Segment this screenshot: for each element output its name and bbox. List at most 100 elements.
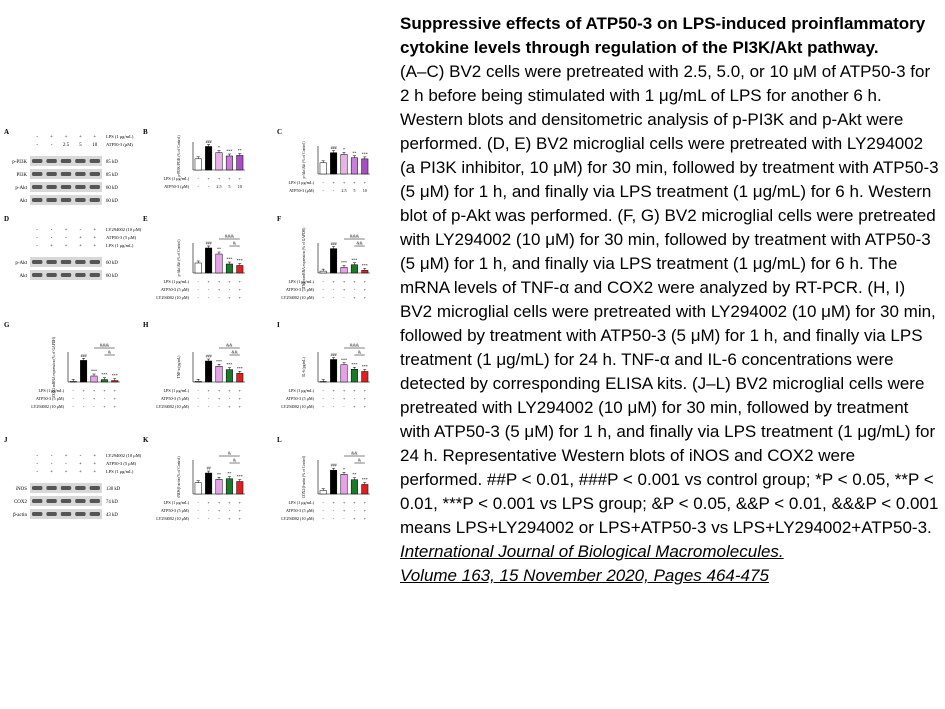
treatment-label: ATP50-3 (5 μM) — [286, 396, 315, 401]
treatment-label: LY294002 (10 μM) — [31, 404, 64, 409]
blot-sign: 5 — [79, 143, 82, 148]
treatment-sign: - — [333, 396, 335, 401]
blot-band — [89, 185, 100, 189]
bar — [194, 262, 202, 274]
treatment-label: LPS (1 μg/mL) — [288, 180, 314, 185]
chart-h: TNF-α (pg/mL) ### *** *** *** && && LPS (1 μg/m… — [156, 343, 245, 409]
blot-sign: + — [50, 244, 53, 249]
treatment-sign: + — [343, 180, 346, 185]
treatment-sign: - — [229, 287, 231, 292]
bar — [225, 155, 233, 171]
treatment-sign: - — [322, 180, 324, 185]
treatment-sign: + — [239, 396, 242, 401]
y-axis-label: IL-6 (pg/mL) — [302, 357, 306, 377]
bar — [111, 380, 119, 383]
treatment-sign: + — [332, 180, 335, 185]
bar — [80, 360, 88, 383]
blot-sign: + — [93, 244, 96, 249]
bar — [330, 248, 338, 274]
significance-label: ### — [206, 354, 212, 359]
citation-volume[interactable]: Volume 163, 15 November 2020, Pages 464-… — [400, 566, 769, 585]
significance-label: *** — [341, 357, 347, 362]
bar — [350, 479, 358, 495]
treatment-sign: - — [197, 184, 199, 189]
significance-label: ** — [227, 471, 231, 476]
bar — [225, 263, 233, 274]
treatment-sign: + — [228, 295, 231, 300]
y-axis-label: p-Akt/Akt (% of Control) — [177, 239, 181, 277]
caption-title: Suppressive effects of ATP50-3 on LPS-in… — [400, 14, 926, 57]
treatment-sign: + — [239, 279, 242, 284]
treatment-sign: - — [322, 188, 324, 193]
treatment-sign: + — [228, 176, 231, 181]
treatment-sign: - — [333, 508, 335, 513]
blot-band — [46, 172, 57, 176]
chart-f: TNF-α mRNA expression (% of GAPDH) ### ***… — [281, 227, 370, 300]
y-axis-label: TNF-α (pg/mL) — [177, 355, 181, 379]
blot-band-size: 60 kD — [106, 261, 118, 266]
bar — [194, 158, 202, 171]
treatment-sign: + — [239, 295, 242, 300]
bar — [194, 381, 202, 383]
blot-band — [32, 260, 43, 264]
treatment-sign: - — [197, 396, 199, 401]
significance-label: *** — [237, 258, 243, 263]
blot-sign: 2.5 — [63, 143, 70, 148]
treatment-sign: - — [229, 396, 231, 401]
significance-label: ** — [217, 247, 221, 252]
significance-label: ## — [207, 466, 211, 471]
blot-sign: - — [80, 228, 82, 233]
blot-band — [46, 273, 57, 277]
y-axis-label: iNOS/β-actin (% of Control) — [177, 456, 181, 498]
significance-label: *** — [226, 362, 232, 367]
blot-band — [75, 198, 86, 202]
blot-sign: - — [36, 228, 38, 233]
treatment-sign: - — [322, 396, 324, 401]
blot-treatment-label: ATP50-3 (5 μM) — [106, 461, 137, 466]
blot-sign: + — [93, 454, 96, 459]
chart-c: p-Akt/Akt (% of Control) ### *** ***LPS (1 … — [288, 141, 370, 193]
treatment-label: LPS (1 μg/mL) — [163, 176, 189, 181]
blot-treatment-label: ATP50-3 (μM) — [106, 142, 133, 147]
significance-label: *** — [362, 263, 368, 268]
treatment-sign: + — [353, 516, 356, 521]
blot-band — [32, 172, 43, 176]
treatment-sign: - — [83, 396, 85, 401]
significance-label: *** — [341, 260, 347, 265]
treatment-sign: - — [197, 500, 199, 505]
blot-sign: + — [79, 470, 82, 475]
treatment-sign: + — [343, 396, 346, 401]
significance-label: ### — [206, 139, 212, 144]
blot-sign: - — [51, 454, 53, 459]
treatment-sign: - — [333, 188, 335, 193]
comparison-label: & — [233, 241, 237, 246]
blot-sign: - — [36, 135, 38, 140]
blot-band — [75, 185, 86, 189]
blot-band — [75, 273, 86, 277]
significance-label: *** — [216, 359, 222, 364]
treatment-label: LY294002 (10 μM) — [156, 295, 189, 300]
comparison-label: && — [351, 451, 358, 456]
treatment-sign: - — [218, 404, 220, 409]
bar — [215, 479, 223, 495]
treatment-sign: + — [239, 176, 242, 181]
panel-label-g: G — [4, 321, 10, 329]
blot-band-name: p-PI3K — [12, 160, 27, 165]
bar — [215, 366, 223, 383]
treatment-sign: 5 — [228, 184, 230, 189]
bar — [225, 478, 233, 495]
blot-sign: 10 — [92, 143, 98, 148]
blot-sign: + — [79, 462, 82, 467]
bar — [361, 158, 369, 175]
citation-journal[interactable]: International Journal of Biological Macr… — [400, 542, 784, 561]
treatment-sign: + — [239, 287, 242, 292]
treatment-sign: - — [104, 396, 106, 401]
significance-label: *** — [237, 474, 243, 479]
chart-b: p-PI3K/PI3K (% of Control) ###**** **LPS (… — [163, 135, 245, 189]
comparison-label: && — [356, 241, 363, 246]
treatment-sign: - — [343, 404, 345, 409]
treatment-sign: 5 — [353, 188, 355, 193]
treatment-sign: + — [239, 404, 242, 409]
treatment-label: LY294002 (10 μM) — [281, 295, 314, 300]
bar — [236, 373, 244, 383]
